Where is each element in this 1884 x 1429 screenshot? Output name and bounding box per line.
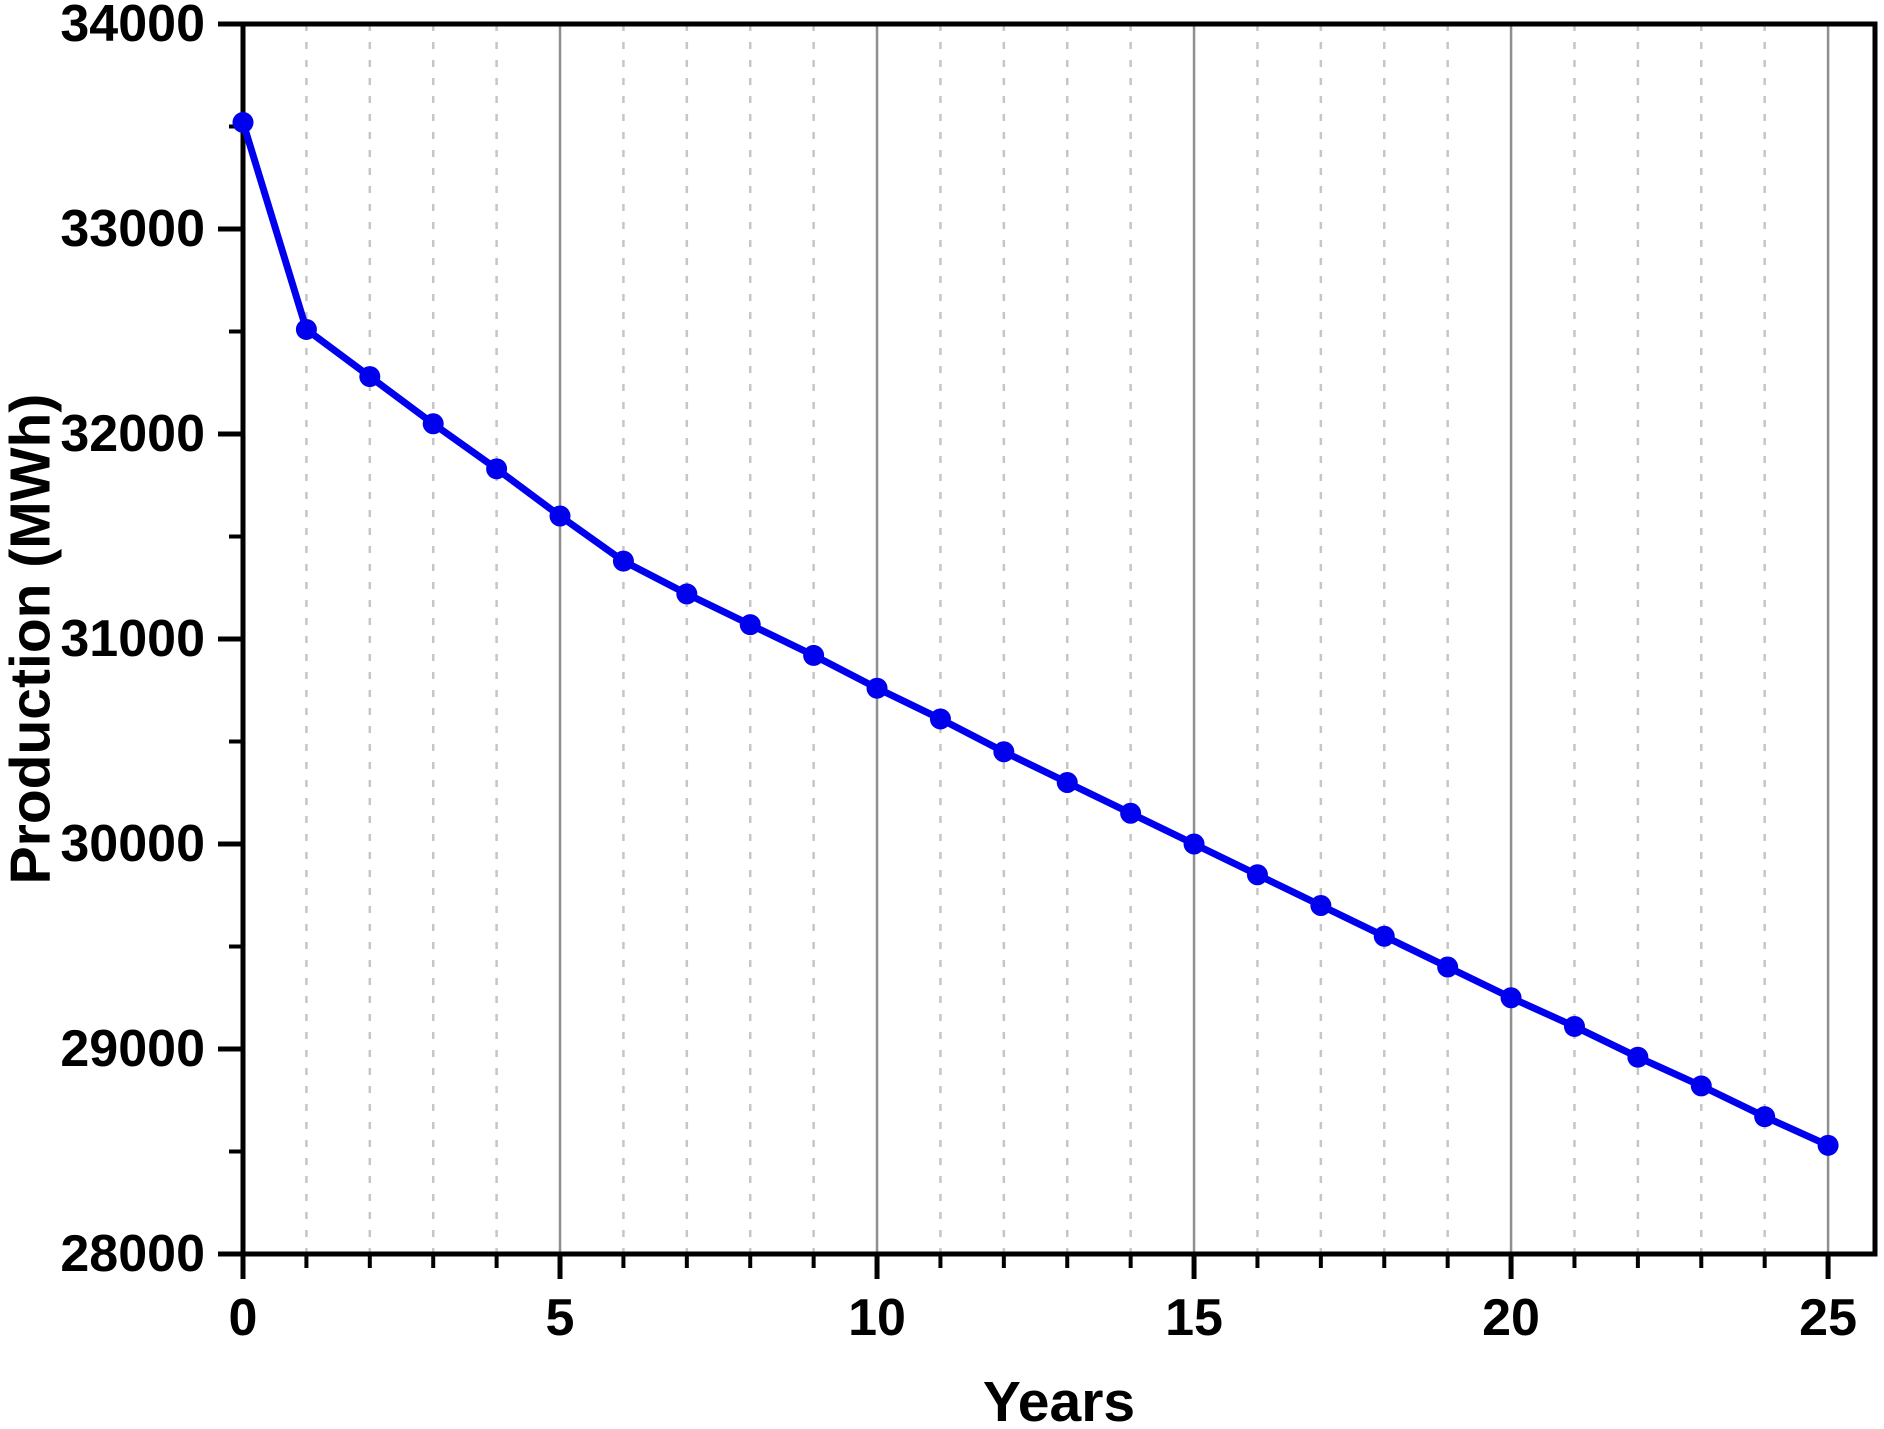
y-axis-title: Production (MWh) xyxy=(0,393,63,885)
data-point xyxy=(1563,1015,1585,1037)
data-point xyxy=(929,708,951,730)
data-point xyxy=(1373,925,1395,947)
y-tick-label: 28000 xyxy=(60,1225,205,1283)
x-tick-label: 15 xyxy=(1165,1289,1223,1347)
y-tick-label: 33000 xyxy=(60,200,205,258)
plot-border xyxy=(240,21,1878,1257)
data-point xyxy=(1627,1046,1649,1068)
data-point xyxy=(1754,1106,1776,1128)
production-line xyxy=(239,118,1832,1149)
data-point xyxy=(295,318,317,340)
data-point xyxy=(359,366,381,388)
y-tick-label: 30000 xyxy=(60,815,205,873)
data-point xyxy=(422,413,444,435)
y-tick-label: 32000 xyxy=(60,405,205,463)
data-point xyxy=(232,111,254,133)
x-tick-label: 25 xyxy=(1799,1289,1857,1347)
data-point xyxy=(993,741,1015,763)
data-point xyxy=(1690,1075,1712,1097)
x-tick-label: 0 xyxy=(229,1289,258,1347)
data-point xyxy=(676,583,698,605)
data-point xyxy=(866,677,888,699)
data-point xyxy=(803,644,825,666)
x-tick-label: 5 xyxy=(546,1289,575,1347)
data-point xyxy=(1246,864,1268,886)
data-point xyxy=(739,614,761,636)
data-point xyxy=(1183,833,1205,855)
data-point xyxy=(486,458,508,480)
x-tick-label: 20 xyxy=(1482,1289,1540,1347)
y-tick-label: 29000 xyxy=(60,1020,205,1078)
data-point xyxy=(549,505,571,527)
data-point xyxy=(1120,802,1142,824)
data-point xyxy=(1310,895,1332,916)
data-point xyxy=(1817,1134,1839,1156)
data-point xyxy=(1056,772,1078,793)
x-axis-title: Years xyxy=(982,1370,1136,1429)
data-point xyxy=(612,550,634,572)
data-point xyxy=(1500,987,1522,1009)
x-tick-label: 10 xyxy=(848,1289,906,1347)
y-tick-label: 34000 xyxy=(60,0,205,53)
y-tick-label: 31000 xyxy=(60,610,205,668)
data-point xyxy=(1437,956,1459,978)
